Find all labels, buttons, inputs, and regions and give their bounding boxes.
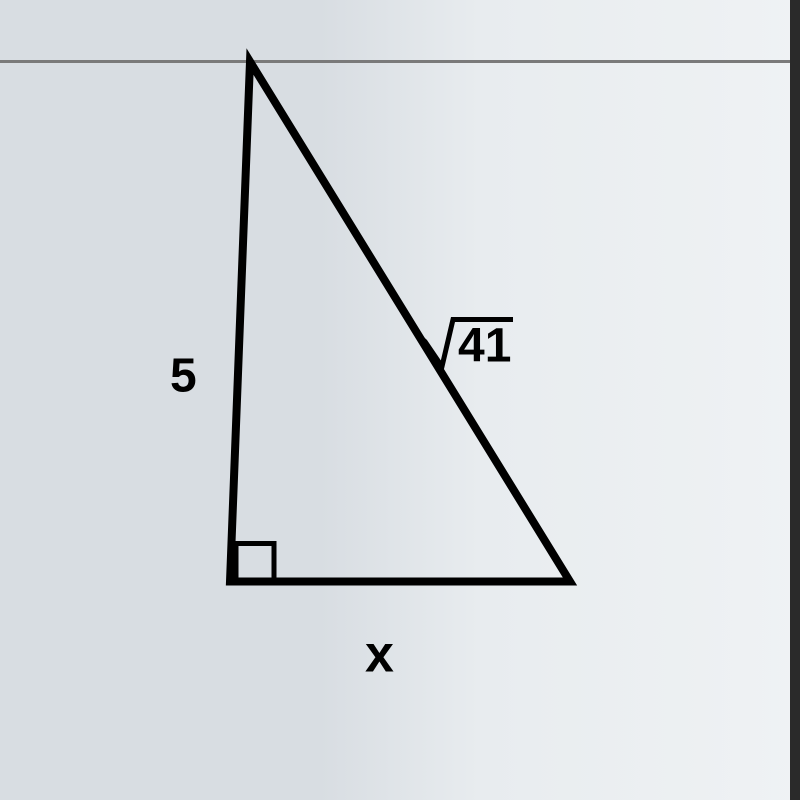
triangle-diagram: 5 41 x — [150, 62, 650, 707]
right-triangle — [230, 62, 570, 582]
hypotenuse-radicand: 41 — [458, 320, 511, 373]
bottom-leg-label: x — [365, 626, 394, 684]
triangle-svg: 5 41 x — [150, 62, 650, 702]
right-screen-edge — [790, 0, 800, 800]
vertical-leg-label: 5 — [170, 350, 197, 403]
right-angle-marker — [236, 544, 274, 582]
